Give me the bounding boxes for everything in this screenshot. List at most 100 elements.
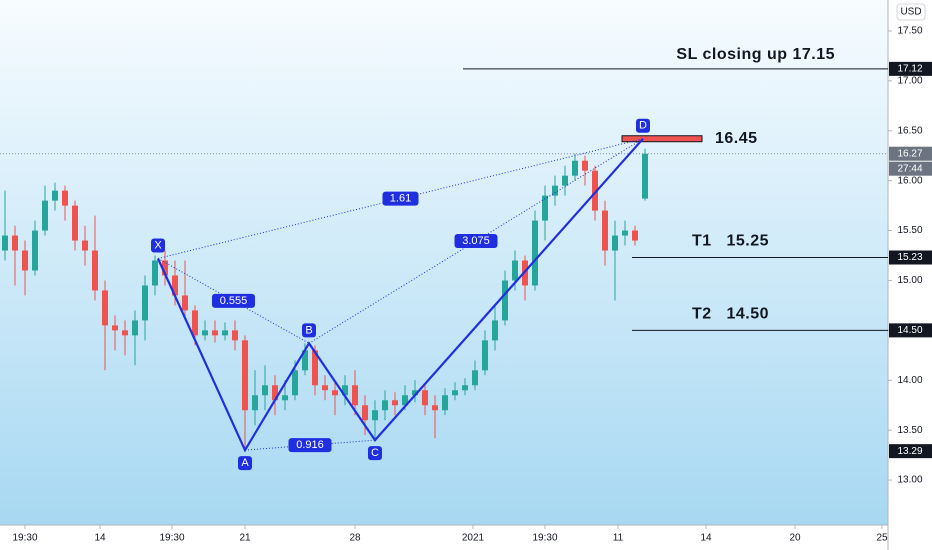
time-axis [0,525,888,550]
point-box [302,323,316,338]
countdown-box [889,161,932,176]
current-price-label: 16.27 [897,148,922,159]
candle-body [192,310,198,336]
candle-body [602,210,608,251]
candle-body [242,340,248,411]
candle-body [112,325,118,331]
candle-body [292,370,298,396]
point-label: A [241,457,249,469]
candle-body [172,275,178,296]
candle-body [582,160,588,171]
ratio-box [212,293,255,308]
y-tick-label: 16.50 [897,125,922,136]
candle-body [372,410,378,421]
currency-box[interactable] [896,3,926,21]
level-label: 17.12 [897,64,922,75]
candle-body [532,220,538,286]
y-tick-label: 17.00 [897,75,922,86]
candle-body [402,395,408,406]
candle-body [332,390,338,396]
point-label: D [639,120,647,132]
candle-body [622,230,628,236]
candle-body [542,195,548,221]
candle-body [272,385,278,401]
level-box [889,323,932,338]
marker-label: 13.29 [897,446,922,457]
candle-body [382,400,388,411]
x-tick-label: 19:30 [532,533,557,544]
point-label: C [371,447,379,459]
level-text: T1 15.25 [692,233,769,250]
candle-body [182,295,188,311]
point-box [368,446,382,461]
candle-body [122,330,128,336]
candle-body [2,235,8,251]
candle-body [262,385,268,396]
y-tick-label: 16.00 [897,175,922,186]
ratio-box [288,438,332,453]
level-text: T2 14.50 [692,306,769,323]
x-tick-label: 20 [789,533,801,544]
marker-box [889,444,932,459]
candle-body [592,170,598,211]
candle-body [42,200,48,231]
x-tick-label: 21 [239,533,251,544]
candle-body [152,260,158,286]
candle-body [302,350,308,371]
candle-body [612,235,618,251]
point-label: X [154,239,162,251]
currency: USD [900,7,921,18]
ratio-label: 1.61 [390,193,411,205]
ratio-label: 3.075 [462,235,490,247]
candle-body [412,390,418,396]
candle-body [32,230,38,271]
candle-body [162,260,168,276]
candle-body [352,385,358,406]
level-box [889,61,932,76]
ratio-box [382,191,419,206]
candle-body [482,340,488,371]
x-tick-label: 14 [700,533,712,544]
level-label: 15.23 [897,252,922,263]
point-box [636,118,650,133]
candle-body [52,190,58,201]
candle-body [642,153,648,199]
level-box [889,250,932,265]
candle-body [342,385,348,396]
x-tick-label: 25 [876,533,888,544]
zone [621,135,703,143]
candle-body [432,405,438,411]
candle-body [72,205,78,241]
candle-body [472,370,478,386]
x-tick-label: 2021 [462,533,485,544]
candle-body [572,160,578,176]
candle-body [452,390,458,396]
y-tick-label: 15.50 [897,225,922,236]
x-tick-label: 11 [613,533,624,544]
level-label: 14.50 [897,325,922,336]
candle-body [102,290,108,326]
candle-body [92,250,98,291]
candle-body [322,385,328,391]
point-box [238,456,252,471]
candle-body [312,350,318,386]
candle-body [202,330,208,336]
price-axis [888,0,932,550]
candle-body [502,280,508,321]
candle-body [462,385,468,391]
candle-body [632,230,638,241]
candle-body [362,405,368,421]
candle-body [212,330,218,336]
y-tick-label: 13.50 [897,425,922,436]
candle-body [222,330,228,336]
x-tick-label: 14 [94,533,106,544]
candle-body [562,175,568,186]
point-label: B [305,324,312,336]
candle-body [22,250,28,271]
y-tick-label: 14.00 [897,375,922,386]
candle-body [492,320,498,341]
candle-body [12,235,18,251]
candle-body [392,400,398,406]
level-text: SL closing up 17.15 [676,46,835,63]
